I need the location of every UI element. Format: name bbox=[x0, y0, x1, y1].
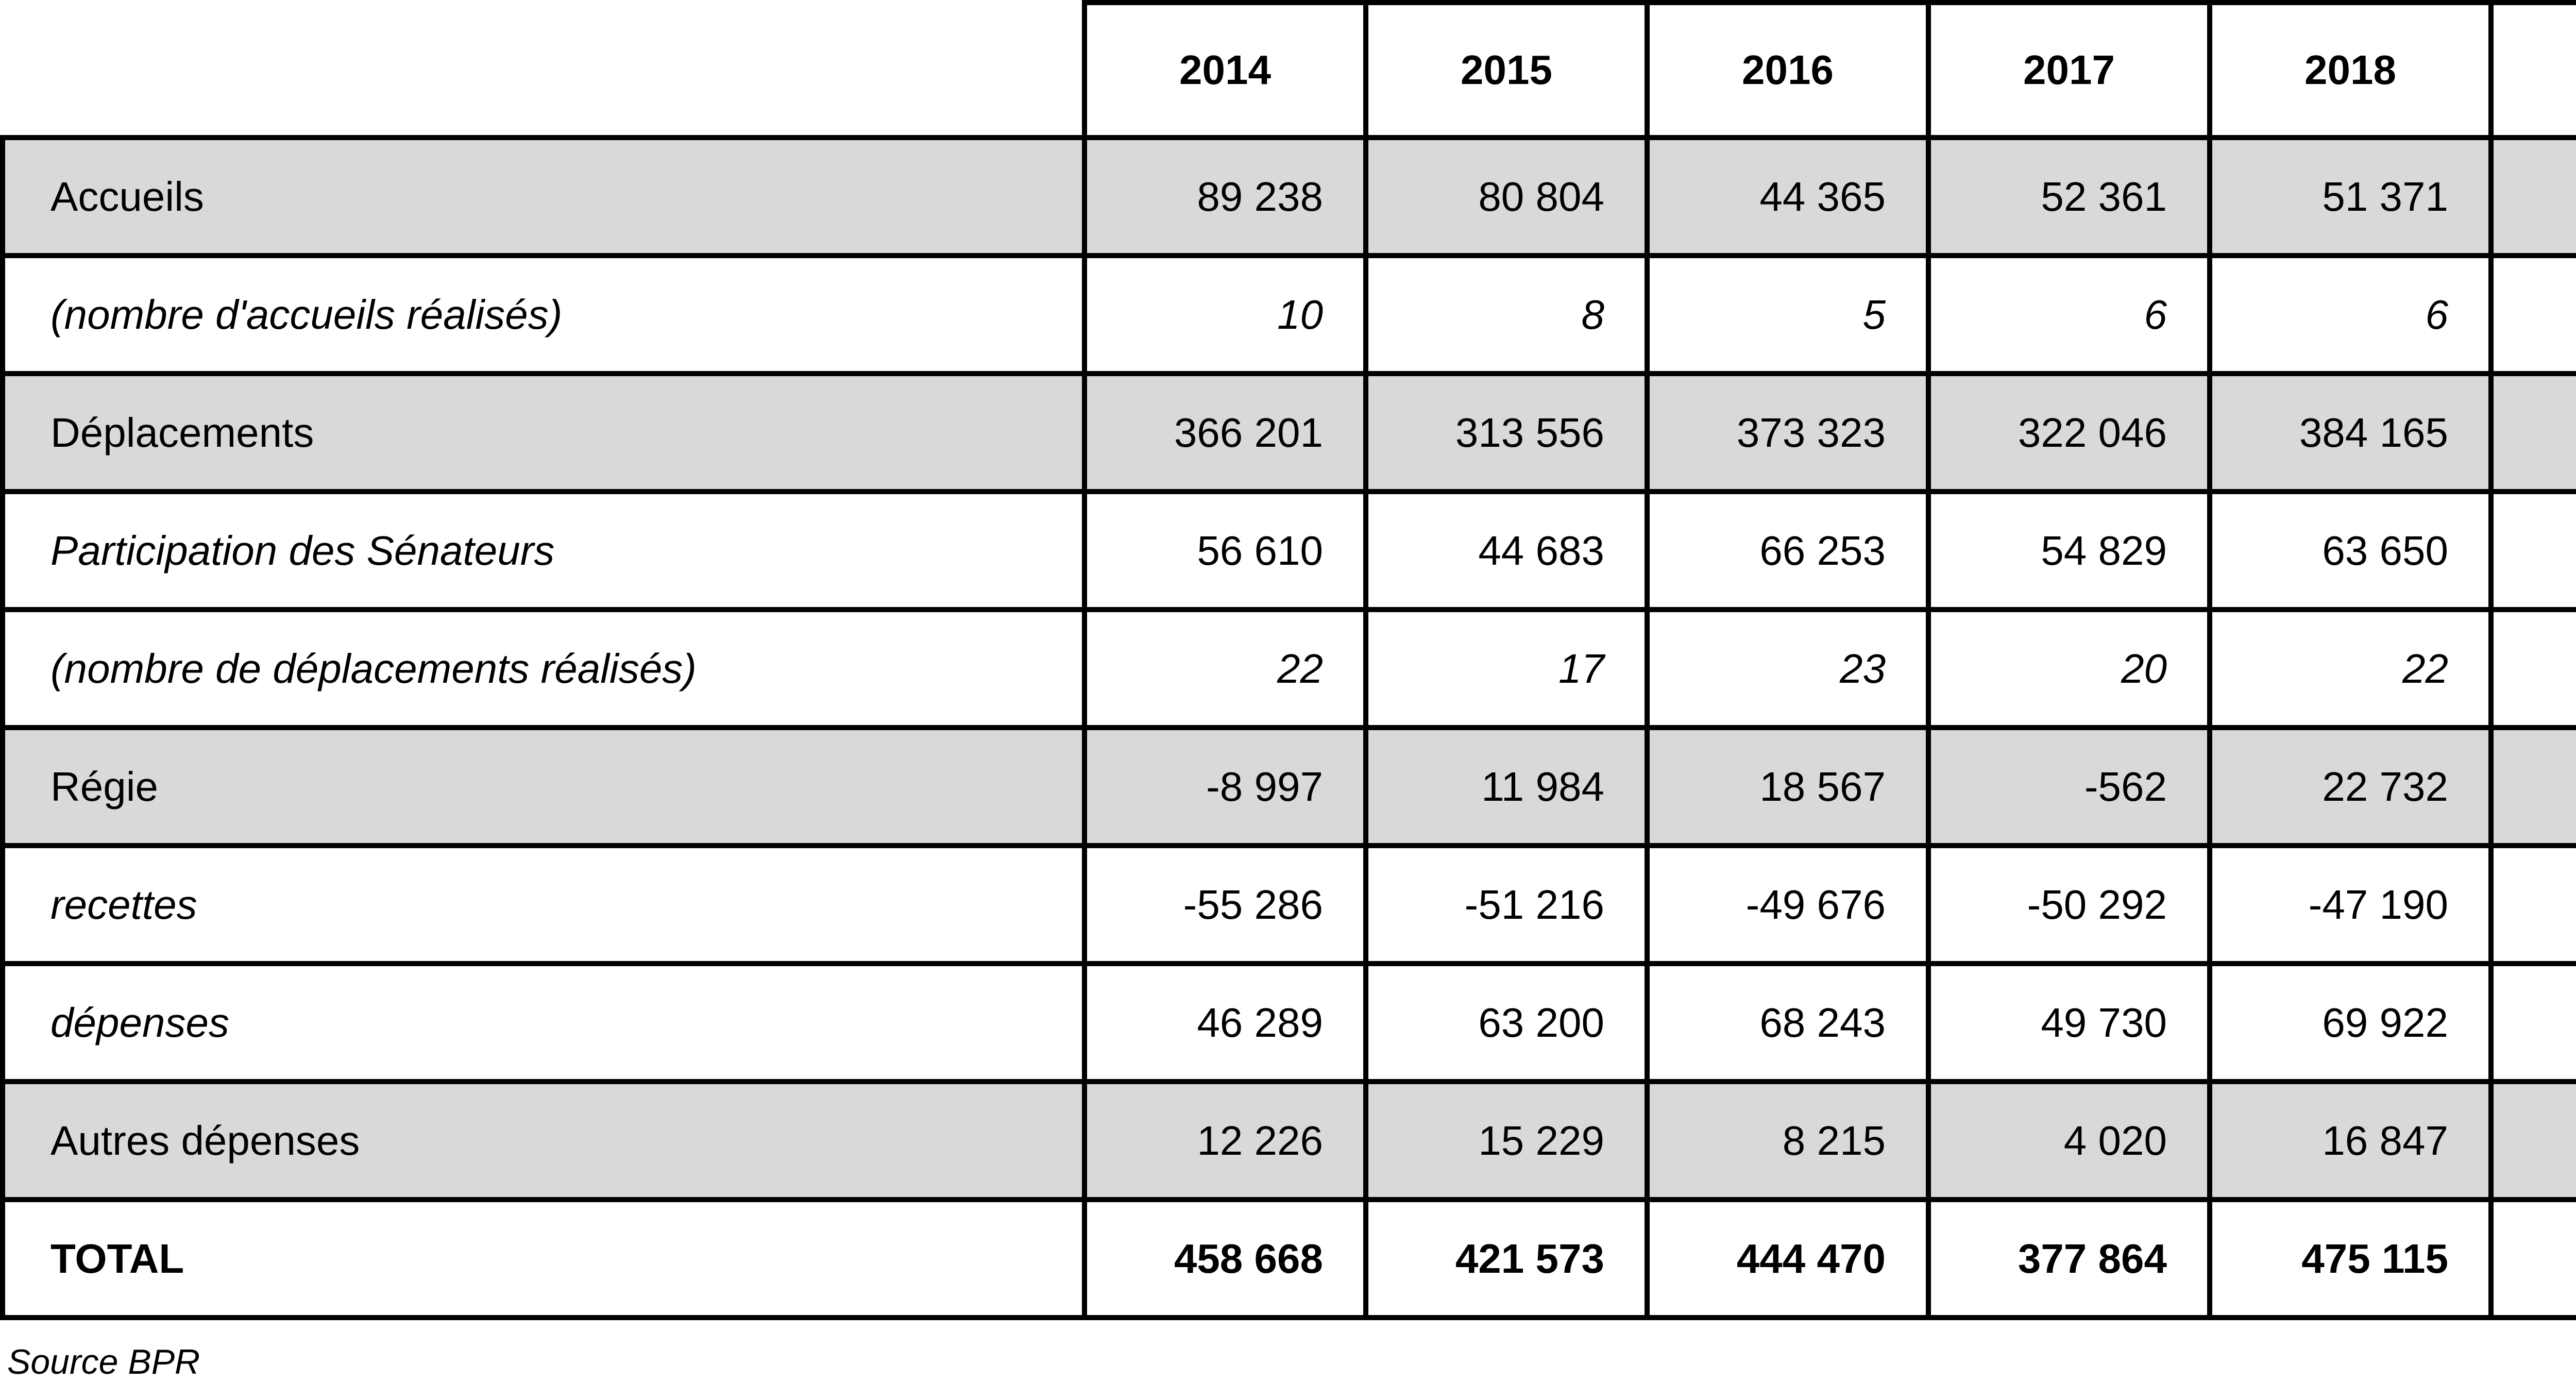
value-cell: 444 470 bbox=[1645, 1197, 1931, 1320]
row-label-cell: (nombre de déplacements réalisés) bbox=[0, 607, 1087, 730]
value-cell: 37 033 bbox=[2488, 961, 2576, 1084]
table-row: Participation des Sénateurs 56 610 44 683 6… bbox=[0, 489, 2576, 612]
value-cell: 16 140 bbox=[2488, 1079, 2576, 1202]
value-cell: 322 046 bbox=[1926, 371, 2212, 494]
row-label-cell: recettes bbox=[0, 843, 1087, 966]
row-label-cell: Régie bbox=[0, 725, 1087, 848]
value-cell: -50 292 bbox=[1926, 843, 2212, 966]
table-row: TOTAL 458 668 421 573 444 470 377 864 475 115… bbox=[0, 1197, 2576, 1320]
value-cell: 68 243 bbox=[1645, 961, 1931, 1084]
header-row: 201420152016201720182019Variation2019/20… bbox=[3, 0, 2576, 140]
value-cell: 56 610 bbox=[1082, 489, 1368, 612]
value-cell: 44 683 bbox=[1363, 489, 1650, 612]
value-cell: 11 984 bbox=[1363, 725, 1650, 848]
value-cell: 51 371 bbox=[2207, 135, 2494, 258]
value-cell: 44 365 bbox=[1645, 135, 1931, 258]
row-label-cell: (nombre d'accueils réalisés) bbox=[0, 253, 1087, 376]
table-row: (nombre d'accueils réalisés)10856615150,… bbox=[0, 253, 2576, 376]
value-cell: 10 bbox=[1082, 253, 1368, 376]
value-cell: 23 bbox=[1645, 607, 1931, 730]
value-cell: 63 200 bbox=[1363, 961, 1650, 1084]
table-head: 201420152016201720182019Variation2019/20… bbox=[3, 0, 2576, 140]
table-row: Déplacements 366 201 313 556 373 323 322 046… bbox=[0, 371, 2576, 494]
value-cell: 311 355 bbox=[2488, 371, 2576, 494]
value-cell: 52 361 bbox=[1926, 135, 2212, 258]
value-cell: 22 732 bbox=[2207, 725, 2494, 848]
value-cell: 8 bbox=[1363, 253, 1650, 376]
value-cell: -8 997 bbox=[1082, 725, 1368, 848]
value-cell: -49 676 bbox=[1645, 843, 1931, 966]
value-cell: 5 bbox=[1645, 253, 1931, 376]
column-header-year: 2016 bbox=[1645, 0, 1931, 140]
value-cell: -55 286 bbox=[1082, 843, 1368, 966]
value-cell: 46 289 bbox=[1082, 961, 1368, 1084]
corner-cell bbox=[3, 3, 1087, 140]
row-label-cell: Accueils bbox=[0, 135, 1087, 258]
value-cell: 475 115 bbox=[2207, 1197, 2494, 1320]
value-cell: -47 190 bbox=[2207, 843, 2494, 966]
value-cell: 103 533 bbox=[2488, 135, 2576, 258]
value-cell: 421 573 bbox=[1363, 1197, 1650, 1320]
value-cell: 6 bbox=[2207, 253, 2494, 376]
value-cell: 313 556 bbox=[1363, 371, 1650, 494]
row-label-cell: dépenses bbox=[0, 961, 1087, 1084]
value-cell: 20 bbox=[1926, 607, 2212, 730]
value-cell: 18 567 bbox=[1645, 725, 1931, 848]
value-cell: -51 216 bbox=[1363, 843, 1650, 966]
value-cell: 69 922 bbox=[2207, 961, 2494, 1084]
value-cell: -562 bbox=[1926, 725, 2212, 848]
source-note: Source BPR bbox=[7, 1342, 200, 1381]
value-cell: 17 bbox=[1363, 607, 1650, 730]
row-label-cell: TOTAL bbox=[0, 1197, 1087, 1320]
column-header-year: 2019 bbox=[2488, 0, 2576, 140]
value-cell: -45 760 bbox=[2488, 843, 2576, 966]
value-cell: 66 253 bbox=[1645, 489, 1931, 612]
value-cell: 15 229 bbox=[1363, 1079, 1650, 1202]
value-cell: 8 215 bbox=[1645, 1079, 1931, 1202]
value-cell: 54 829 bbox=[1926, 489, 2212, 612]
table-row: Autres dépenses 12 226 15 229 8 215 4 020 16 … bbox=[0, 1079, 2576, 1202]
value-cell: 49 881 bbox=[2488, 489, 2576, 612]
row-label-cell: Déplacements bbox=[0, 371, 1087, 494]
value-cell: 49 730 bbox=[1926, 961, 2212, 1084]
value-cell: 21 bbox=[2488, 607, 2576, 730]
column-header-year: 2018 bbox=[2207, 0, 2494, 140]
value-cell: 22 bbox=[1082, 607, 1368, 730]
column-header-year: 2015 bbox=[1363, 0, 1650, 140]
table-row: (nombre de déplacements réalisés) 22 17 23 2… bbox=[0, 607, 2576, 730]
value-cell: 63 650 bbox=[2207, 489, 2494, 612]
value-cell: 22 bbox=[2207, 607, 2494, 730]
value-cell: 16 847 bbox=[2207, 1079, 2494, 1202]
value-cell: 6 bbox=[1926, 253, 2212, 376]
value-cell: 439 754 bbox=[2488, 1197, 2576, 1320]
value-cell: 80 804 bbox=[1363, 135, 1650, 258]
column-header-year: 2014 bbox=[1082, 0, 1368, 140]
row-label-cell: Autres dépenses bbox=[0, 1079, 1087, 1202]
value-cell: 366 201 bbox=[1082, 371, 1368, 494]
value-cell: 12 226 bbox=[1082, 1079, 1368, 1202]
value-cell: 89 238 bbox=[1082, 135, 1368, 258]
value-cell: 15 bbox=[2488, 253, 2576, 376]
value-cell: 384 165 bbox=[2207, 371, 2494, 494]
budget-table: 201420152016201720182019Variation2019/20… bbox=[0, 0, 2576, 1320]
value-cell: 373 323 bbox=[1645, 371, 1931, 494]
row-label-cell: Participation des Sénateurs bbox=[0, 489, 1087, 612]
value-cell: 458 668 bbox=[1082, 1197, 1368, 1320]
value-cell: 377 864 bbox=[1926, 1197, 2212, 1320]
table-row: recettes -55 286 -51 216 -49 676 -50 292 -47 … bbox=[0, 843, 2576, 966]
value-cell: 4 020 bbox=[1926, 1079, 2212, 1202]
value-cell: 8 727 bbox=[2488, 725, 2576, 848]
column-header-year: 2017 bbox=[1926, 0, 2212, 140]
